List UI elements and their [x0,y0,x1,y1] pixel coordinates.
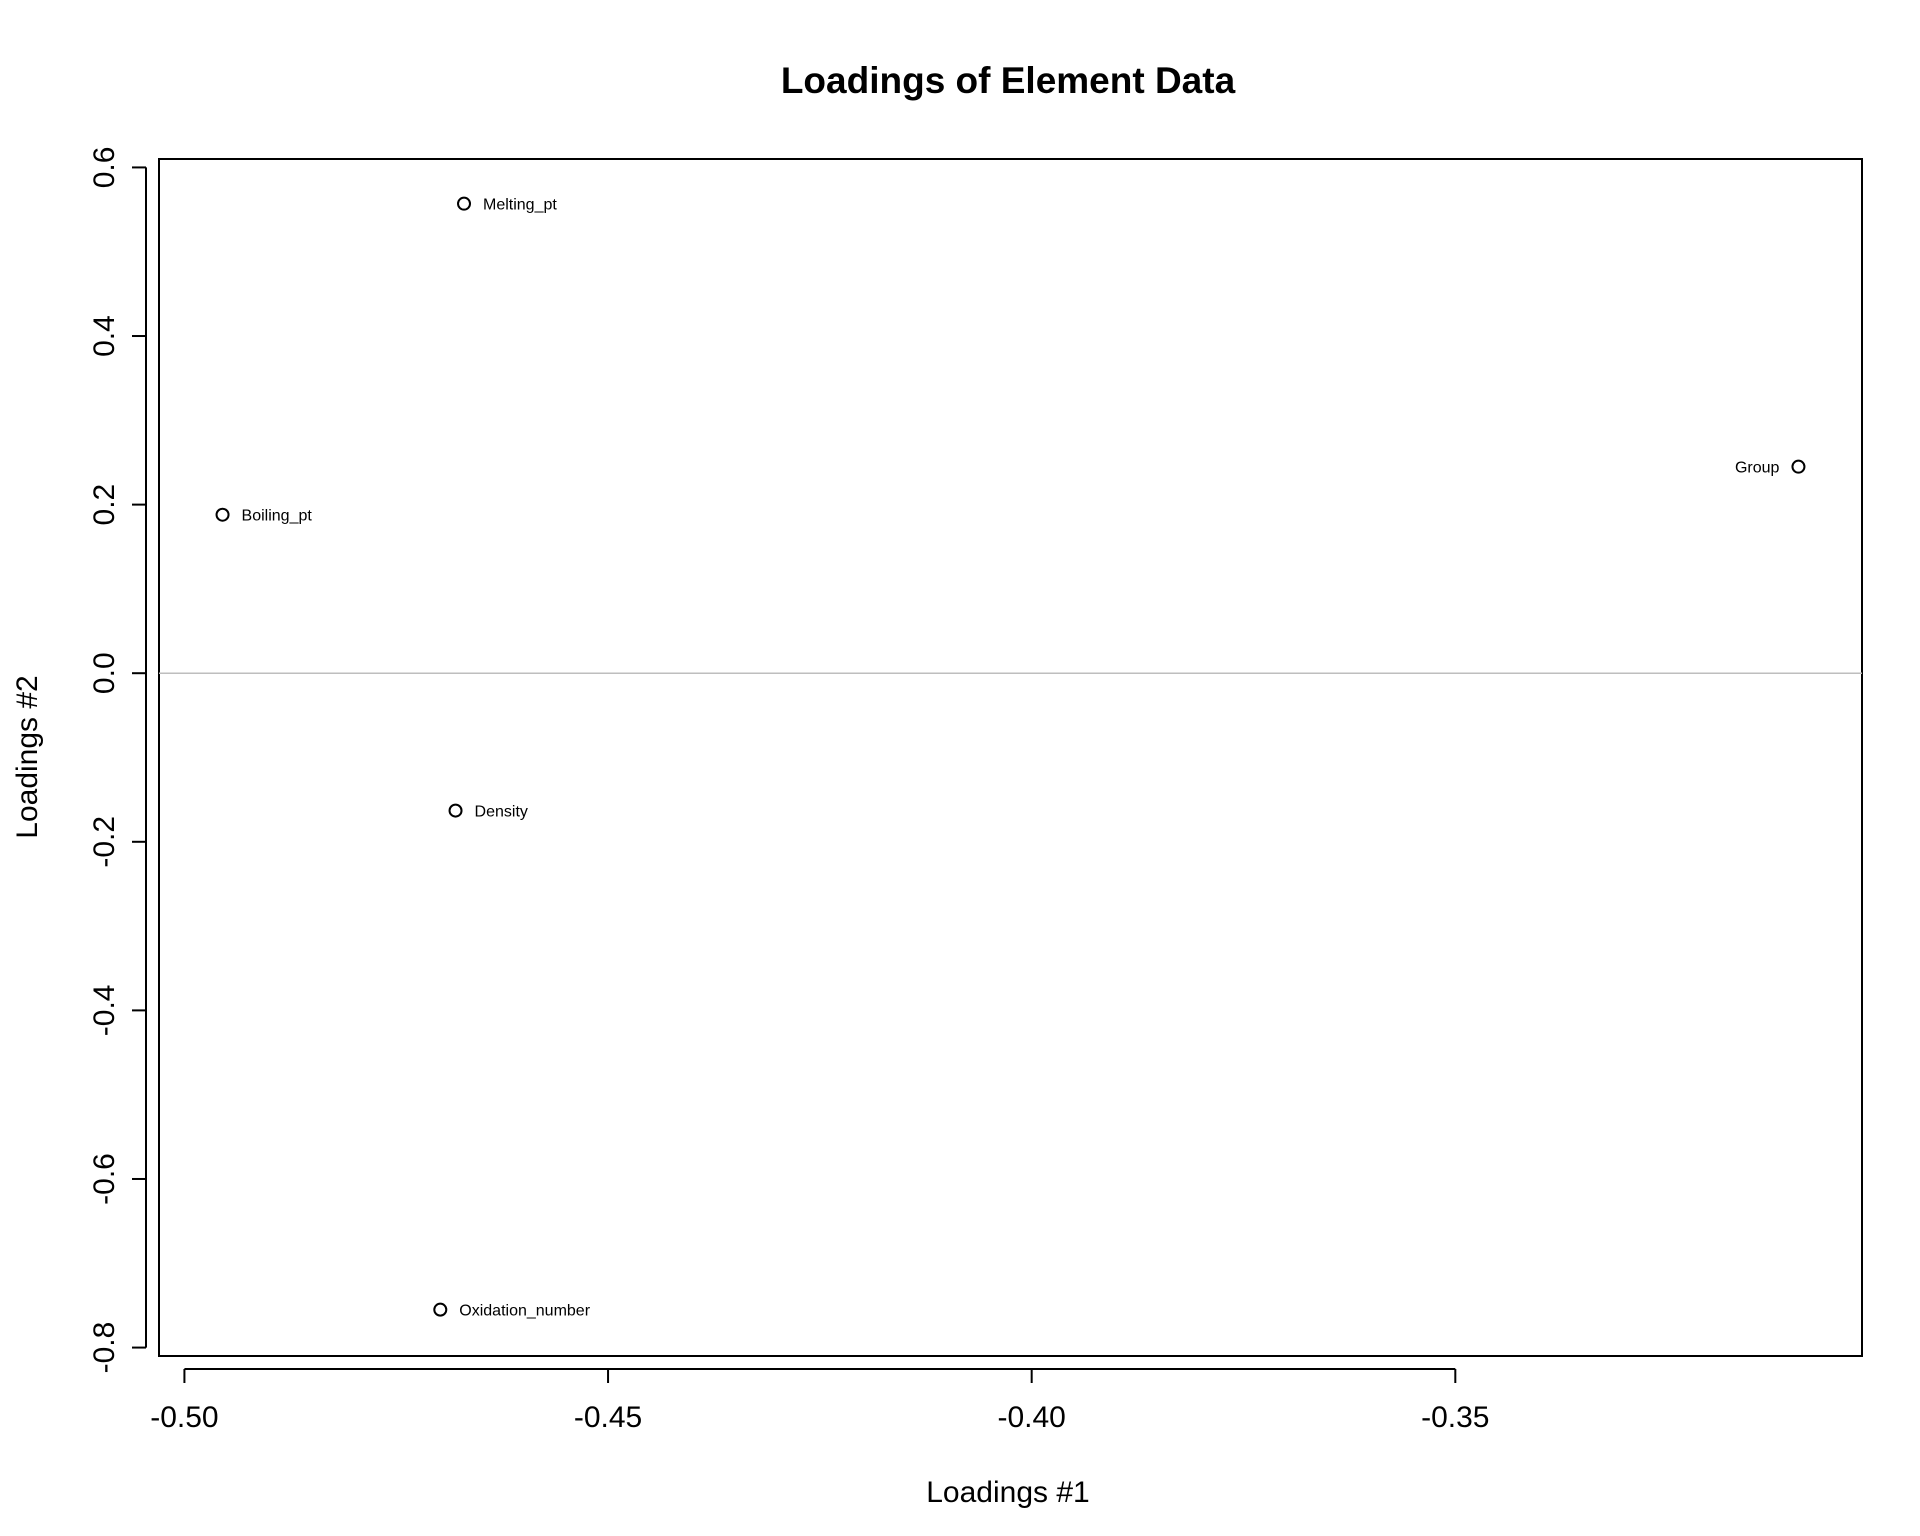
point-label: Melting_pt [483,197,557,214]
data-point [1791,459,1806,474]
chart-title: Loadings of Element Data [781,60,1236,101]
y-tick-label: 0.0 [88,652,121,694]
x-tick-label: -0.50 [150,1401,218,1434]
point-label: Boiling_pt [242,508,313,525]
y-tick-label: -0.6 [88,1153,121,1205]
data-point [457,196,472,211]
x-tick-label: -0.45 [574,1401,642,1434]
y-axis: -0.8 -0.6 -0.4 -0.2 0.0 0.2 0.4 0.6 [88,147,147,1374]
y-axis-title: Loadings #2 [11,675,44,838]
y-tick-label: 0.2 [88,484,121,526]
y-tick-label: -0.8 [88,1322,121,1374]
plot-frame [158,158,1863,1357]
x-tick-label: -0.35 [1421,1401,1489,1434]
y-tick-label: -0.2 [88,816,121,868]
y-tick-label: 0.4 [88,315,121,357]
y-tick-label: -0.4 [88,985,121,1037]
data-point [215,507,230,522]
data-point [433,1302,448,1317]
y-tick-label: 0.6 [88,147,121,189]
data-points: Melting_pt Group Boiling_pt Density Oxidatio… [215,196,1806,1320]
x-axis-title: Loadings #1 [926,1476,1089,1509]
point-label: Density [475,804,528,821]
data-point [448,803,463,818]
point-label: Group [1735,460,1780,477]
x-tick-label: -0.40 [997,1401,1065,1434]
point-label: Oxidation_number [459,1303,590,1320]
x-axis: -0.50 -0.45 -0.40 -0.35 [150,1368,1490,1434]
